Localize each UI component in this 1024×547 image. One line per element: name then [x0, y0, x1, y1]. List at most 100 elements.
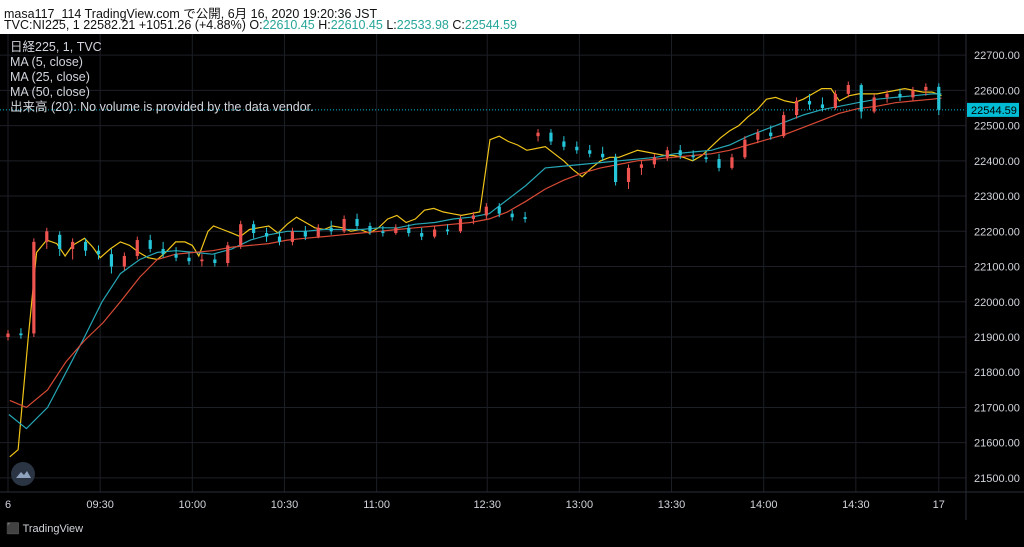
candle-body [226, 245, 230, 263]
symbol-label: TVC:NI225, 1 [4, 18, 80, 32]
candle-body [717, 159, 721, 168]
x-tick-label: 13:00 [566, 499, 594, 511]
legend-volume[interactable]: 出来高 (20): No volume is provided by the d… [10, 100, 314, 114]
x-tick-label: 09:30 [86, 499, 114, 511]
ma-line-50 [9, 97, 942, 409]
chart-area[interactable]: 21500.00 21600.00 21700.00 21800.00 21900.00… [0, 34, 1024, 542]
x-tick-label: 12:30 [473, 499, 501, 511]
y-tick-label: 22700.00 [974, 50, 1020, 62]
candle-body [639, 164, 644, 168]
candle-body [652, 157, 656, 165]
y-tick-label: 21900.00 [974, 332, 1020, 344]
x-tick-label: 17 [933, 499, 945, 511]
candle-body [807, 100, 812, 105]
open-label: O: [249, 18, 263, 32]
candle-body [704, 157, 708, 160]
x-tick-label: 14:30 [842, 499, 870, 511]
legend-ma25[interactable]: MA (25, close) [10, 70, 90, 84]
candle-body [794, 100, 799, 116]
indicator-legend: 日経225, 1, TVC MA (5, close) MA (25, clos… [10, 40, 314, 115]
candle-body [122, 255, 126, 267]
candle-body [820, 104, 825, 108]
candle-body [601, 153, 605, 158]
change-value: +1051.26 (+4.88%) [138, 18, 246, 32]
low-label: L: [386, 18, 397, 32]
candle-body [626, 167, 631, 182]
y-tick-label: 21800.00 [974, 367, 1020, 379]
candle-body [575, 146, 579, 151]
chart-header: masa117_114 TradingView.com で公開, 6月 16, … [0, 0, 1024, 34]
candle-body [743, 139, 747, 158]
candle-body [497, 206, 501, 214]
candle-body [510, 213, 514, 218]
candle-body [83, 241, 88, 251]
legend-ma50[interactable]: MA (50, close) [10, 85, 90, 99]
y-tick-label: 22200.00 [974, 226, 1020, 238]
candle-body [859, 85, 863, 112]
candle-body [174, 254, 178, 258]
y-tick-label: 22600.00 [974, 85, 1020, 97]
y-tick-label: 21700.00 [974, 402, 1020, 414]
candle-body [32, 241, 36, 334]
legend-ma5[interactable]: MA (5, close) [10, 55, 83, 69]
x-tick-label: 6 [5, 499, 11, 511]
candle-body [433, 229, 437, 237]
candle-body [187, 257, 191, 262]
candle-body [523, 217, 527, 219]
candle-body [769, 132, 773, 137]
candle-body [872, 97, 876, 112]
candle-body [911, 90, 915, 98]
candle-body [562, 141, 566, 147]
candle-body [19, 333, 23, 336]
candle-body [45, 231, 49, 242]
ma-line-5 [9, 87, 942, 458]
candle-body [58, 234, 62, 249]
close-value: 22544.59 [464, 18, 518, 32]
ma-line-25 [8, 93, 942, 430]
candle-body [239, 224, 243, 246]
candle-body [782, 115, 786, 137]
candle-body [6, 333, 10, 337]
mountain-icon [16, 471, 31, 478]
x-tick-label: 11:00 [363, 499, 390, 511]
tradingview-logo-icon: ⬛ [6, 523, 20, 535]
scroll-to-realtime-button[interactable] [11, 462, 35, 486]
candle-body [381, 231, 385, 234]
candle-body [898, 93, 902, 98]
candle-body [549, 132, 553, 142]
candle-body [329, 227, 333, 232]
candle-body [885, 93, 889, 98]
price-chart[interactable]: 21500.00 21600.00 21700.00 21800.00 21900.00… [0, 34, 1024, 542]
candle-body [445, 229, 450, 232]
candle-body [96, 250, 101, 255]
x-tick-label: 13:30 [658, 499, 686, 511]
candle-body [471, 215, 475, 219]
candle-body [730, 157, 734, 168]
candle-body [213, 259, 217, 263]
candle-body [691, 155, 695, 158]
open-value: 22610.45 [262, 18, 315, 32]
y-tick-label: 21600.00 [974, 438, 1020, 450]
candle-body [342, 218, 346, 232]
candle-body [161, 248, 165, 255]
candle-body [613, 157, 618, 182]
brand-name: TradingView [22, 523, 84, 535]
candle-body [290, 231, 295, 242]
candle-body [252, 224, 256, 234]
legend-title[interactable]: 日経225, 1, TVC [10, 40, 102, 54]
candle-body [678, 150, 682, 156]
x-tick-label: 10:00 [179, 499, 207, 511]
candle-body [355, 218, 359, 227]
high-label: H: [318, 18, 331, 32]
y-tick-label: 22400.00 [974, 156, 1020, 168]
last-price-tag [967, 102, 1019, 117]
low-value: 22533.98 [396, 18, 449, 32]
candle-body [277, 236, 282, 242]
brand-footer[interactable]: ⬛ TradingView [6, 522, 83, 535]
candle-body [588, 150, 592, 154]
candle-body [109, 254, 114, 267]
candle-body [536, 132, 540, 137]
candle-body [407, 227, 411, 234]
y-tick-label: 22500.00 [974, 121, 1020, 133]
y-tick-label: 22000.00 [974, 297, 1020, 309]
